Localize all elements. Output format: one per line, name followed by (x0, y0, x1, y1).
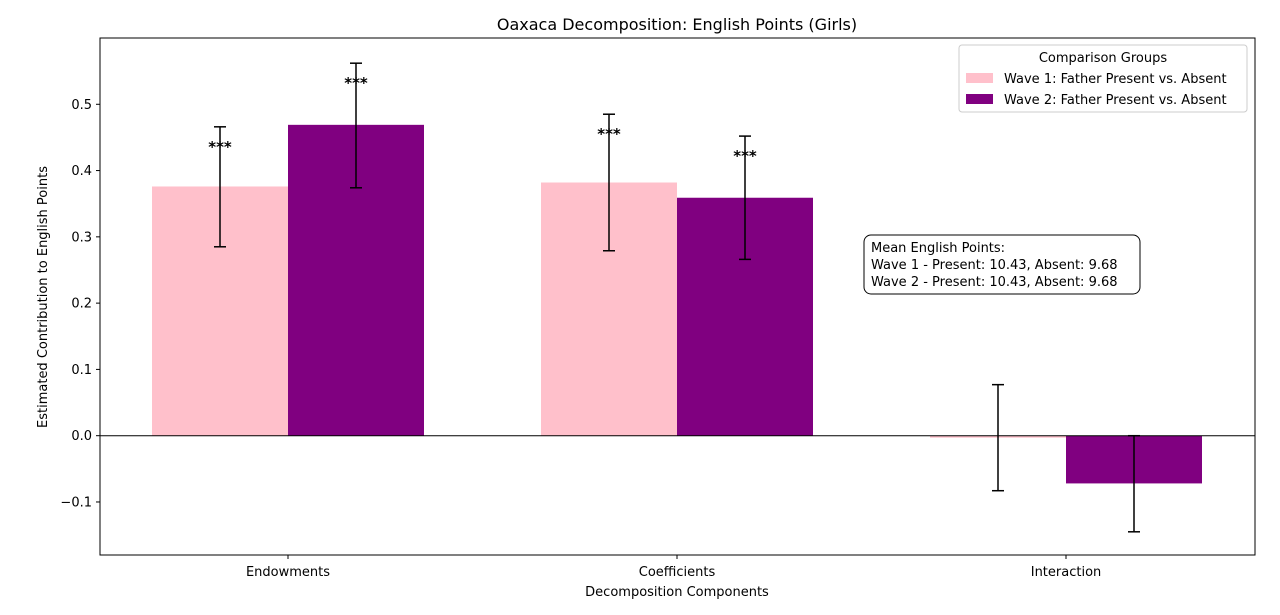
x-tick-label-endowments: Endowments (246, 565, 330, 580)
significance-label: *** (597, 125, 621, 143)
annotation-line-3: Wave 2 - Present: 10.43, Absent: 9.68 (871, 275, 1118, 290)
x-axis-label: Decomposition Components (585, 585, 769, 600)
chart-title: Oaxaca Decomposition: English Points (Gi… (497, 15, 857, 34)
legend-title: Comparison Groups (1039, 51, 1168, 66)
error-bar-endowments-wave2 (350, 62, 362, 189)
plot-frame (99, 37, 1256, 556)
legend-swatch-wave1 (966, 73, 993, 83)
error-bar-interaction-wave2 (1128, 434, 1140, 533)
x-tick-label-interaction: Interaction (1031, 565, 1102, 580)
legend-swatch-wave2 (966, 94, 993, 104)
y-tick-label: 0.1 (71, 363, 92, 378)
significance-label: *** (733, 147, 757, 165)
error-bar-coefficients-wave2 (739, 135, 751, 261)
legend-box (958, 44, 1248, 113)
x-tick-label-coefficients: Coefficients (639, 565, 716, 580)
plot-area: *** *** *** *** −0.1 0.0 0.1 0.2 0.3 0.4 0.5 Endowm… (60, 62, 1255, 580)
mean-points-annotation: Mean English Points: Wave 1 - Present: 1… (863, 234, 1141, 295)
error-bar-interaction-wave1 (992, 383, 1004, 492)
annotation-line-1: Mean English Points: (871, 241, 1005, 256)
y-tick-label: 0.5 (71, 98, 92, 113)
legend-label-wave1: Wave 1: Father Present vs. Absent (1004, 72, 1227, 87)
y-tick-label: 0.2 (71, 297, 92, 312)
significance-label: *** (208, 138, 232, 156)
annotation-box (863, 234, 1141, 295)
y-tick-label: −0.1 (60, 495, 92, 510)
y-tick-label: 0.0 (71, 429, 92, 444)
legend: Comparison Groups Wave 1: Father Present… (958, 44, 1248, 113)
annotation-line-2: Wave 1 - Present: 10.43, Absent: 9.68 (871, 258, 1118, 273)
y-tick-label: 0.3 (71, 230, 92, 245)
legend-label-wave2: Wave 2: Father Present vs. Absent (1004, 93, 1227, 108)
error-bar-coefficients-wave1 (603, 113, 615, 252)
significance-label: *** (344, 74, 368, 92)
y-tick-label: 0.4 (71, 164, 92, 179)
y-axis-label: Estimated Contribution to English Points (36, 166, 51, 428)
error-bar-endowments-wave1 (214, 126, 226, 248)
